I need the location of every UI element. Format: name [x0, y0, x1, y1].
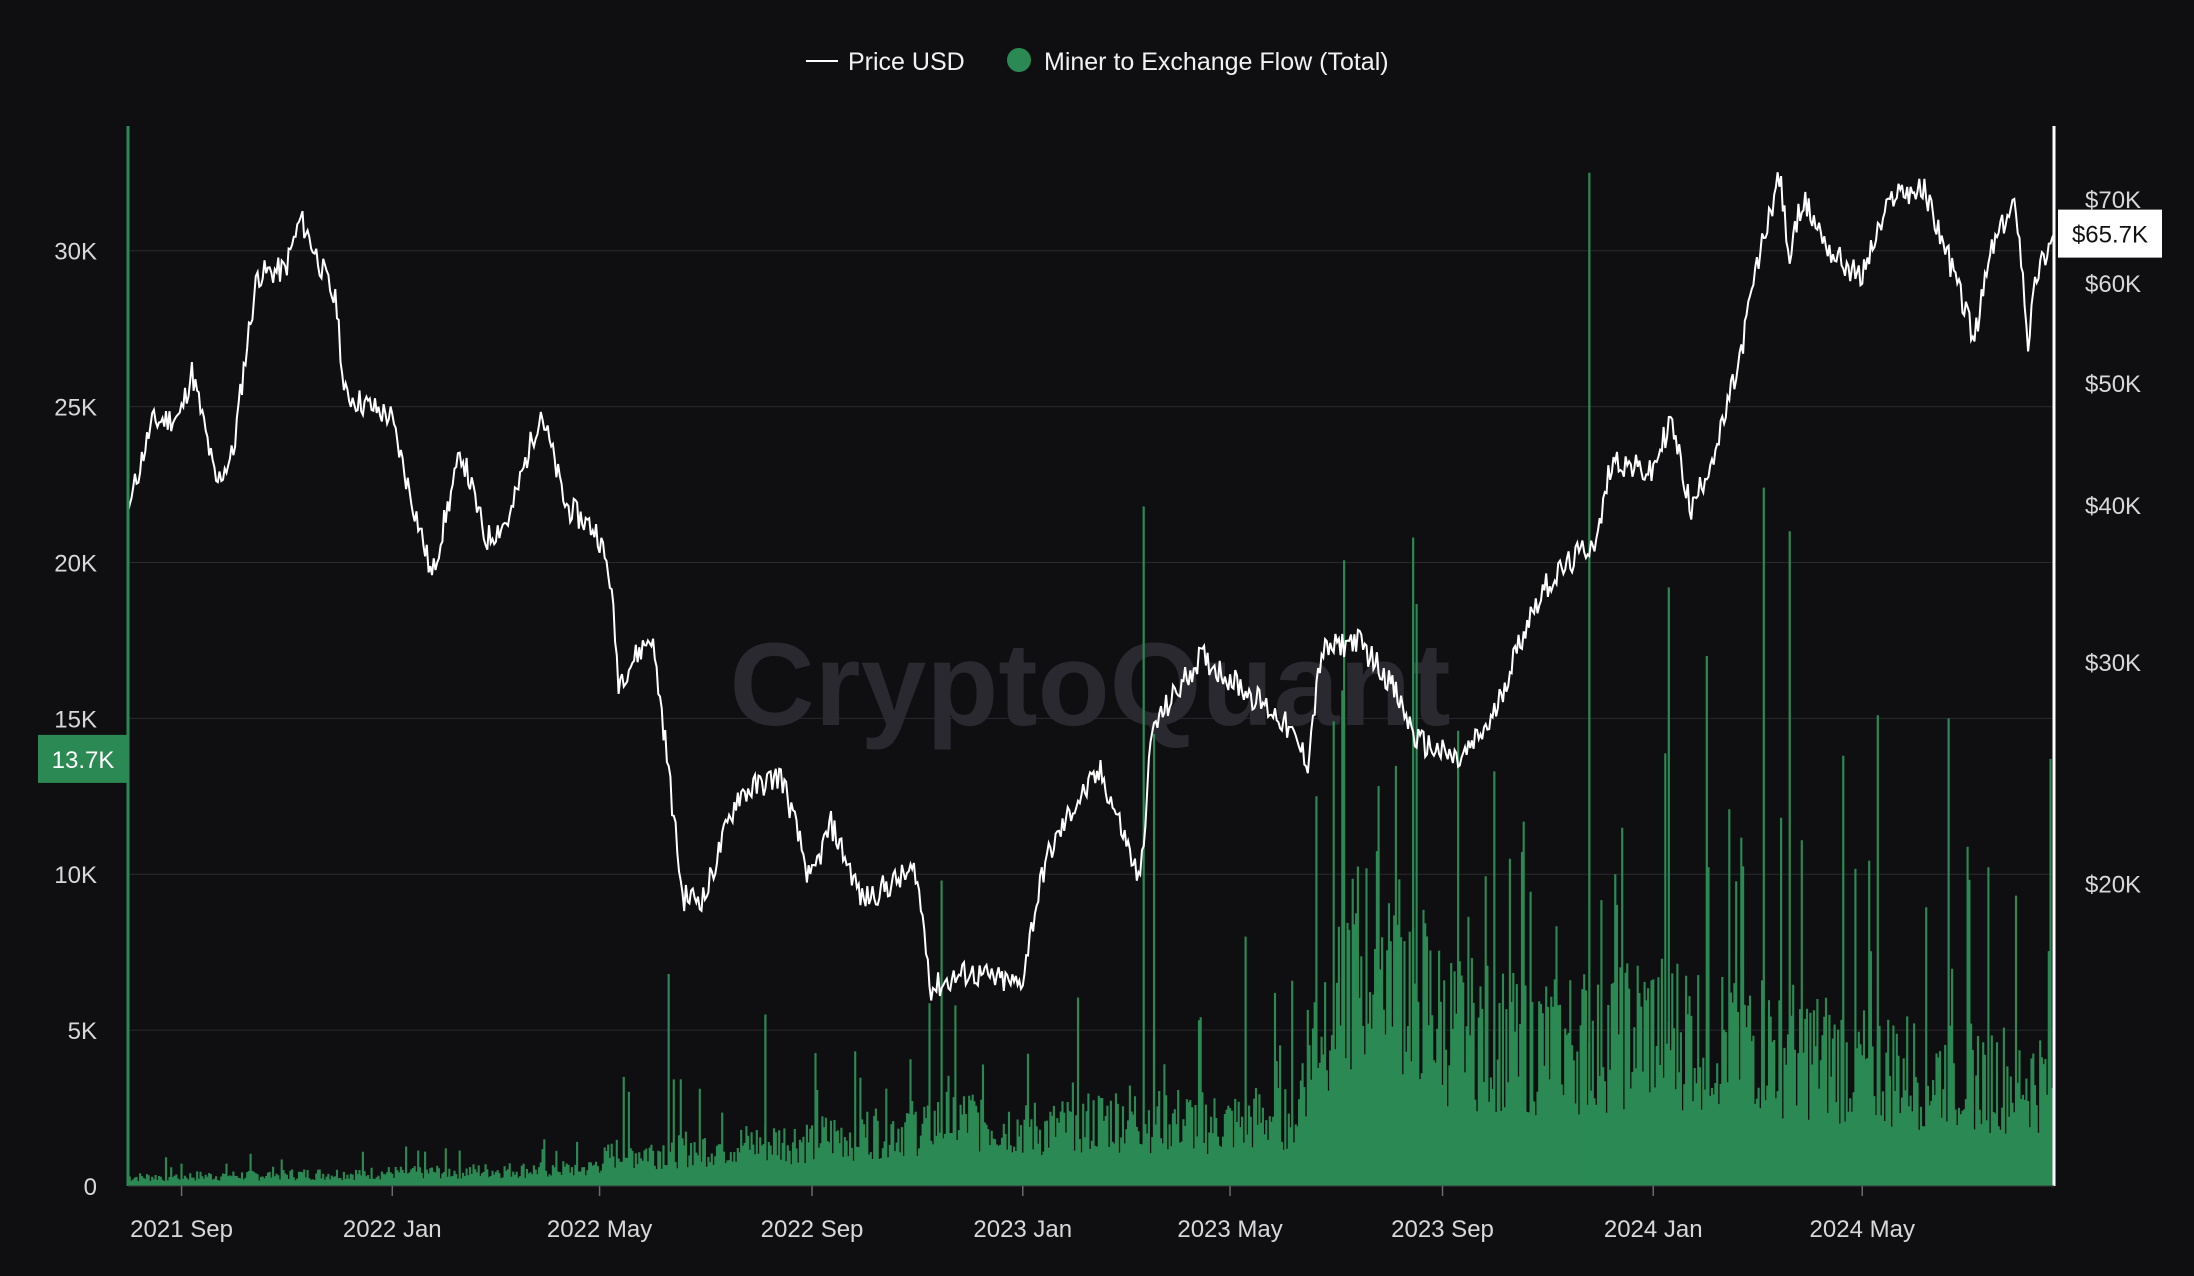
left-tick-label: 5K	[68, 1018, 97, 1045]
left-tick-label: 15K	[54, 706, 97, 733]
right-tick-label: $30K	[2085, 650, 2141, 677]
left-tick-label: 30K	[54, 239, 97, 266]
x-tick-label: 2023 May	[1177, 1216, 1282, 1243]
right-tick-label: $50K	[2085, 371, 2141, 398]
right-value-badge: $65.7K	[2058, 209, 2162, 258]
left-badge-box	[38, 734, 128, 783]
left-tick-label: 0	[84, 1174, 97, 1201]
gridlines	[128, 250, 2054, 1031]
x-tick-label: 2023 Jan	[973, 1216, 1072, 1243]
x-axis-ticks: 2021 Sep 2022 Jan 2022 May 2022 Sep 2023 Jan…	[130, 1186, 1915, 1243]
legend-label-flow: Miner to Exchange Flow (Total)	[1044, 48, 1389, 76]
right-badge-text: $65.7K	[2072, 222, 2148, 249]
legend: Price USD Miner to Exchange Flow (Total)	[806, 48, 1389, 76]
left-axis-ticks: 0 5K 10K 15K 20K 25K 30K	[54, 239, 97, 1201]
legend-label-price: Price USD	[848, 48, 965, 76]
flow-bars	[126, 172, 2056, 1186]
right-axis-ticks: $20K $30K $40K $50K $60K $70K	[2085, 187, 2141, 899]
watermark: CryptoQuant	[729, 619, 1450, 751]
x-tick-label: 2024 Jan	[1604, 1216, 1703, 1243]
right-badge-box	[2058, 209, 2162, 258]
x-tick-label: 2023 Sep	[1391, 1216, 1494, 1243]
right-tick-label: $20K	[2085, 872, 2141, 899]
left-tick-label: 20K	[54, 550, 97, 577]
x-tick-label: 2022 Sep	[761, 1216, 864, 1243]
left-tick-label: 10K	[54, 862, 97, 889]
x-tick-label: 2021 Sep	[130, 1216, 233, 1243]
price-line	[127, 172, 2055, 1001]
x-tick-label: 2022 Jan	[343, 1216, 442, 1243]
x-tick-label: 2024 May	[1810, 1216, 1915, 1243]
right-tick-label: $60K	[2085, 271, 2141, 298]
right-tick-label: $70K	[2085, 187, 2141, 214]
left-tick-label: 25K	[54, 395, 97, 422]
x-tick-label: 2022 May	[547, 1216, 652, 1243]
legend-item-flow[interactable]: Miner to Exchange Flow (Total)	[1007, 48, 1389, 76]
right-tick-label: $40K	[2085, 493, 2141, 520]
left-value-badge: 13.7K	[38, 734, 128, 783]
legend-item-price[interactable]: Price USD	[806, 48, 965, 76]
legend-dot-marker	[1007, 48, 1031, 72]
left-badge-text: 13.7K	[52, 747, 115, 774]
